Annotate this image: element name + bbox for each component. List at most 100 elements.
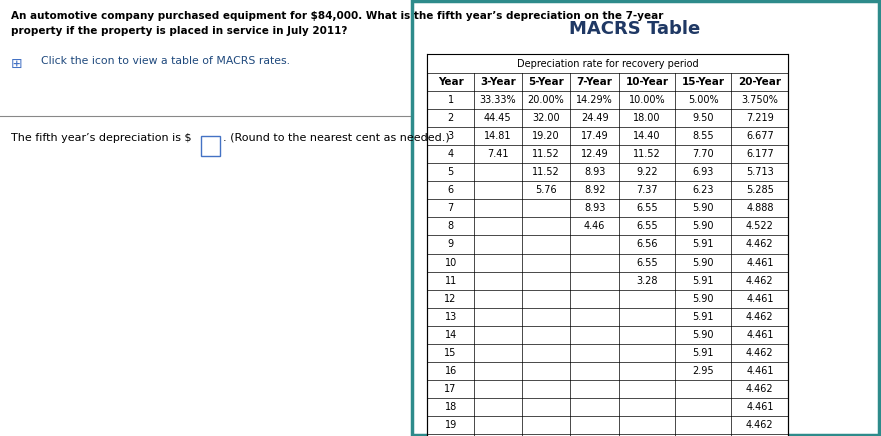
Text: 6.23: 6.23	[692, 185, 714, 195]
Text: 5.76: 5.76	[535, 185, 557, 195]
Text: Year: Year	[438, 77, 463, 87]
Text: 2.95: 2.95	[692, 366, 714, 376]
Text: 4.462: 4.462	[746, 384, 774, 394]
Text: 4.461: 4.461	[746, 330, 774, 340]
Bar	[427, 54, 788, 72]
Text: 6.677: 6.677	[746, 131, 774, 141]
Text: 18.00: 18.00	[633, 113, 661, 123]
Text: 6.55: 6.55	[636, 258, 658, 268]
Text: 24.49: 24.49	[581, 113, 609, 123]
Bar	[427, 54, 788, 436]
Text: 5.90: 5.90	[692, 258, 714, 268]
Text: 15: 15	[444, 348, 457, 358]
Text: 7-Year: 7-Year	[577, 77, 612, 87]
Text: 14.40: 14.40	[633, 131, 661, 141]
Text: 9.22: 9.22	[636, 167, 658, 177]
Text: 33.33%: 33.33%	[479, 95, 516, 105]
Text: 7.70: 7.70	[692, 149, 714, 159]
Text: 4.461: 4.461	[746, 402, 774, 412]
Text: 5.91: 5.91	[692, 276, 714, 286]
Text: 17: 17	[444, 384, 457, 394]
Text: 6.177: 6.177	[746, 149, 774, 159]
Text: 3: 3	[448, 131, 454, 141]
Text: 19.20: 19.20	[532, 131, 559, 141]
Text: 11: 11	[445, 276, 456, 286]
Text: 10: 10	[445, 258, 456, 268]
Text: 3-Year: 3-Year	[480, 77, 515, 87]
Text: Depreciation rate for recovery period: Depreciation rate for recovery period	[517, 58, 699, 68]
Text: 8.55: 8.55	[692, 131, 714, 141]
Text: 5-Year: 5-Year	[528, 77, 564, 87]
Text: 5.00%: 5.00%	[688, 95, 718, 105]
Text: 5.91: 5.91	[692, 312, 714, 322]
Text: 32.00: 32.00	[532, 113, 559, 123]
Text: 7.37: 7.37	[636, 185, 658, 195]
Text: 7.41: 7.41	[487, 149, 508, 159]
Text: 11.52: 11.52	[532, 149, 559, 159]
Text: 2: 2	[448, 113, 454, 123]
Bar	[412, 1, 879, 435]
Text: 19: 19	[445, 420, 456, 430]
Text: 10-Year: 10-Year	[626, 77, 669, 87]
Text: 4.462: 4.462	[746, 239, 774, 249]
Text: 18: 18	[445, 402, 456, 412]
Text: MACRS Table: MACRS Table	[569, 20, 700, 37]
Text: 6.55: 6.55	[636, 221, 658, 232]
Text: The fifth year’s depreciation is $: The fifth year’s depreciation is $	[11, 133, 191, 143]
Text: 4.888: 4.888	[746, 203, 774, 213]
Text: An automotive company purchased equipment for $84,000. What is the fifth year’s : An automotive company purchased equipmen…	[11, 11, 663, 21]
Text: 44.45: 44.45	[484, 113, 512, 123]
Text: 13: 13	[445, 312, 456, 322]
Text: 16: 16	[445, 366, 456, 376]
Text: 5.90: 5.90	[692, 221, 714, 232]
Text: 8.93: 8.93	[584, 203, 605, 213]
Text: 14.29%: 14.29%	[576, 95, 613, 105]
Text: 4.462: 4.462	[746, 420, 774, 430]
Text: 14.81: 14.81	[484, 131, 512, 141]
Text: 4.462: 4.462	[746, 312, 774, 322]
Text: 17.49: 17.49	[581, 131, 609, 141]
Text: 5.90: 5.90	[692, 294, 714, 304]
Text: 4.46: 4.46	[584, 221, 605, 232]
Text: 20-Year: 20-Year	[738, 77, 781, 87]
Text: 6: 6	[448, 185, 454, 195]
Text: 8: 8	[448, 221, 454, 232]
Text: 20.00%: 20.00%	[528, 95, 564, 105]
Text: 14: 14	[445, 330, 456, 340]
Text: 5.90: 5.90	[692, 203, 714, 213]
Text: 4.462: 4.462	[746, 348, 774, 358]
Text: Click the icon to view a table of MACRS rates.: Click the icon to view a table of MACRS …	[41, 56, 290, 66]
Text: 4.522: 4.522	[746, 221, 774, 232]
Text: 12.49: 12.49	[581, 149, 609, 159]
Text: 4: 4	[448, 149, 454, 159]
Text: 3.750%: 3.750%	[742, 95, 778, 105]
Text: 9.50: 9.50	[692, 113, 714, 123]
Text: 5.285: 5.285	[746, 185, 774, 195]
Text: 1: 1	[448, 95, 454, 105]
Text: 11.52: 11.52	[633, 149, 661, 159]
Text: 11.52: 11.52	[532, 167, 559, 177]
Text: 5.91: 5.91	[692, 348, 714, 358]
Text: 3.28: 3.28	[636, 276, 658, 286]
Text: 8.93: 8.93	[584, 167, 605, 177]
Text: 7.219: 7.219	[746, 113, 774, 123]
Text: 5.713: 5.713	[746, 167, 774, 177]
Text: 10.00%: 10.00%	[629, 95, 665, 105]
Text: 9: 9	[448, 239, 454, 249]
Text: ⊞: ⊞	[11, 57, 22, 71]
Text: 12: 12	[444, 294, 457, 304]
Text: 6.55: 6.55	[636, 203, 658, 213]
Text: 5.91: 5.91	[692, 239, 714, 249]
Text: 5: 5	[448, 167, 454, 177]
Text: 7: 7	[448, 203, 454, 213]
Text: property if the property is placed in service in July 2011?: property if the property is placed in se…	[11, 26, 347, 36]
Text: 4.461: 4.461	[746, 258, 774, 268]
Text: 8.92: 8.92	[584, 185, 605, 195]
Text: 6.93: 6.93	[692, 167, 714, 177]
Text: . (Round to the nearest cent as needed.): . (Round to the nearest cent as needed.)	[223, 133, 449, 143]
Text: 5.90: 5.90	[692, 330, 714, 340]
Text: 15-Year: 15-Year	[682, 77, 724, 87]
Bar	[201, 136, 220, 156]
Text: 4.462: 4.462	[746, 276, 774, 286]
Text: 6.56: 6.56	[636, 239, 658, 249]
